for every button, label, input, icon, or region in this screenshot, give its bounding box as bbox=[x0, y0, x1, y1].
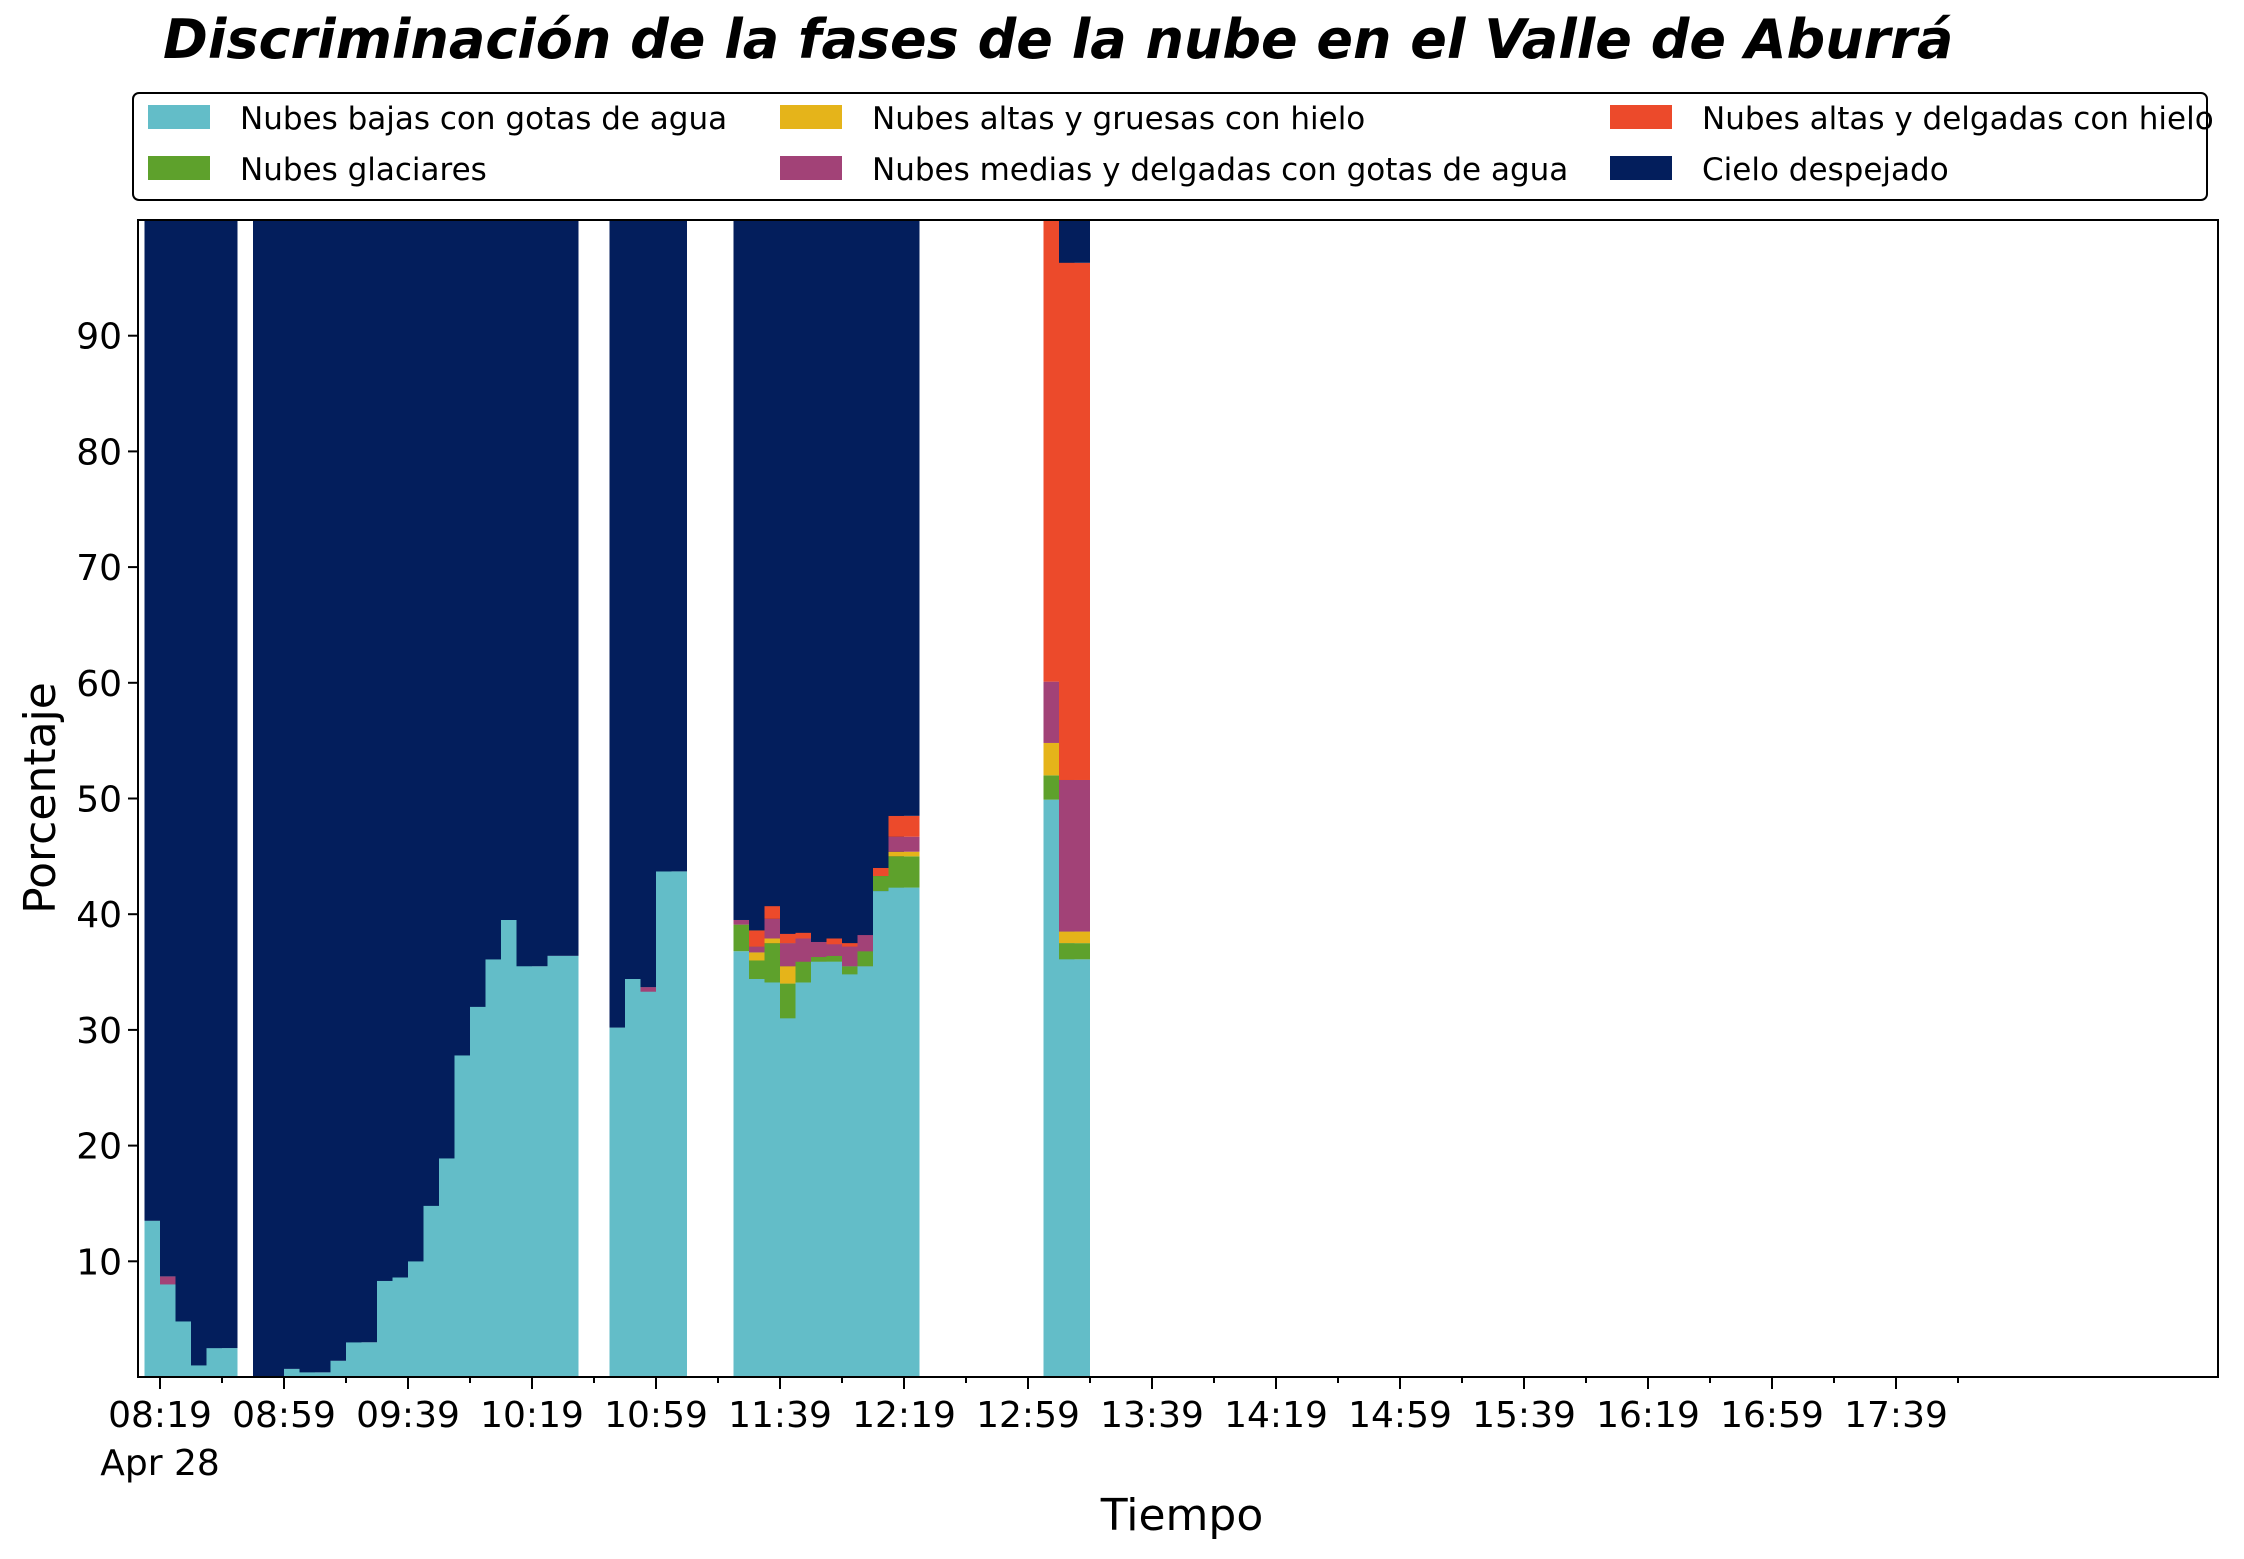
legend-swatch bbox=[780, 156, 842, 180]
x-tick-label: 10:59 bbox=[604, 1395, 708, 1436]
bar-segment-1-0924 bbox=[346, 1342, 377, 1377]
bar-segment-6-0909 bbox=[299, 220, 331, 1373]
bar-stack-0839 bbox=[206, 220, 238, 1377]
bar-segment-1-1314 bbox=[1059, 959, 1090, 1377]
legend-entry-4: Nubes medias y delgadas con gotas de agu… bbox=[780, 152, 1568, 188]
bar-stack-0909 bbox=[299, 220, 331, 1377]
legend-swatch bbox=[148, 105, 210, 129]
x-tick-label: 15:39 bbox=[1472, 1395, 1576, 1436]
legend-frame bbox=[132, 92, 2208, 201]
legend-label: Nubes bajas con gotas de agua bbox=[240, 101, 727, 137]
bar-stack-1104 bbox=[656, 220, 687, 1377]
x-date-label: Apr 28 bbox=[100, 1443, 220, 1484]
bar-segment-5-1314 bbox=[1059, 262, 1090, 780]
bar-segment-6-0924 bbox=[346, 220, 377, 1343]
bar-segment-6-1219 bbox=[888, 220, 920, 816]
legend-swatch bbox=[148, 156, 210, 180]
x-axis-label: Tiempo bbox=[1100, 1490, 1264, 1541]
bar-segment-4-1219 bbox=[888, 836, 920, 852]
x-tick-label: 16:59 bbox=[1720, 1395, 1824, 1436]
legend-entry-5: Nubes altas y delgadas con hielo bbox=[1610, 101, 2214, 137]
bar-segment-2-1219 bbox=[888, 856, 920, 888]
y-tick-label: 30 bbox=[76, 1011, 122, 1052]
legend-label: Cielo despejado bbox=[1702, 152, 1949, 188]
x-tick-label: 08:59 bbox=[232, 1395, 336, 1436]
legend-entry-1: Nubes bajas con gotas de agua bbox=[148, 101, 727, 137]
x-tick-label: 08:19 bbox=[108, 1395, 212, 1436]
legend-label: Nubes altas y delgadas con hielo bbox=[1702, 101, 2214, 137]
legend-label: Nubes medias y delgadas con gotas de agu… bbox=[872, 152, 1568, 188]
legend-swatch bbox=[1610, 105, 1672, 129]
y-tick-label: 50 bbox=[76, 780, 122, 821]
y-tick-label: 90 bbox=[76, 317, 122, 358]
bar-segment-6-1314 bbox=[1059, 220, 1090, 263]
bar-stack-0854 bbox=[253, 220, 284, 1377]
plot-area: 10 20 30 40 50 60 70 80 90 08:19 08:59 09:39 10:19 1… bbox=[76, 219, 2219, 1436]
bar-segment-3-1314 bbox=[1059, 931, 1090, 944]
bar-segment-1-1019 bbox=[516, 966, 548, 1377]
legend: Nubes bajas con gotas de agua Nubes glaci… bbox=[132, 92, 2214, 201]
x-tick-label: 11:39 bbox=[728, 1395, 832, 1436]
bar-segment-6-1029 bbox=[547, 220, 579, 956]
y-tick-label: 80 bbox=[76, 432, 122, 473]
bar-segment-1-1029 bbox=[547, 955, 579, 1377]
y-axis-label: Porcentaje bbox=[15, 682, 66, 914]
legend-label: Nubes glaciares bbox=[240, 152, 487, 188]
y-tick-label: 10 bbox=[76, 1242, 122, 1283]
bar-segment-6-0854 bbox=[253, 220, 284, 1377]
bar-stack-1019 bbox=[516, 220, 548, 1377]
bar-stack-0924 bbox=[346, 220, 377, 1377]
legend-entry-2: Nubes glaciares bbox=[148, 152, 487, 188]
x-tick-label: 12:19 bbox=[852, 1395, 956, 1436]
legend-entry-6: Cielo despejado bbox=[1610, 152, 1949, 188]
bar-segment-1-1219 bbox=[888, 887, 920, 1377]
bar-segment-1-0839 bbox=[206, 1348, 238, 1377]
x-tick-label: 14:19 bbox=[1224, 1395, 1328, 1436]
bar-segment-6-1019 bbox=[516, 220, 548, 967]
x-tick-label: 17:39 bbox=[1844, 1395, 1948, 1436]
x-tick-label: 10:19 bbox=[480, 1395, 584, 1436]
x-tick-label: 14:59 bbox=[1348, 1395, 1452, 1436]
y-axis: 10 20 30 40 50 60 70 80 90 bbox=[76, 317, 138, 1283]
y-tick-label: 40 bbox=[76, 895, 122, 936]
x-tick-label: 09:39 bbox=[356, 1395, 460, 1436]
bar-segment-1-1104 bbox=[656, 871, 687, 1377]
y-tick-label: 70 bbox=[76, 548, 122, 589]
x-tick-label: 16:19 bbox=[1596, 1395, 1700, 1436]
bar-stack-1314 bbox=[1059, 220, 1090, 1377]
bar-segment-5-1219 bbox=[888, 815, 920, 837]
bars-group bbox=[144, 220, 1090, 1377]
legend-swatch bbox=[1610, 156, 1672, 180]
legend-swatch bbox=[780, 105, 842, 129]
bar-segment-6-1104 bbox=[656, 220, 687, 872]
x-axis: 08:19 08:59 09:39 10:19 10:59 11:39 12:19 12:59… bbox=[108, 1377, 1959, 1436]
bar-segment-6-0839 bbox=[206, 220, 238, 1349]
bar-segment-1-0909 bbox=[299, 1372, 331, 1377]
bar-segment-4-1314 bbox=[1059, 779, 1090, 932]
bar-segment-3-1219 bbox=[888, 851, 920, 857]
bar-stack-1029 bbox=[547, 220, 579, 1377]
legend-label: Nubes altas y gruesas con hielo bbox=[872, 101, 1365, 137]
y-tick-label: 20 bbox=[76, 1127, 122, 1168]
x-tick-label: 12:59 bbox=[976, 1395, 1080, 1436]
legend-entry-3: Nubes altas y gruesas con hielo bbox=[780, 101, 1365, 137]
bar-stack-1219 bbox=[888, 220, 920, 1377]
chart-title: Discriminación de la fases de la nube en… bbox=[163, 8, 1953, 71]
y-tick-label: 60 bbox=[76, 664, 122, 705]
x-tick-label: 13:39 bbox=[1100, 1395, 1204, 1436]
bar-segment-2-1314 bbox=[1059, 943, 1090, 960]
